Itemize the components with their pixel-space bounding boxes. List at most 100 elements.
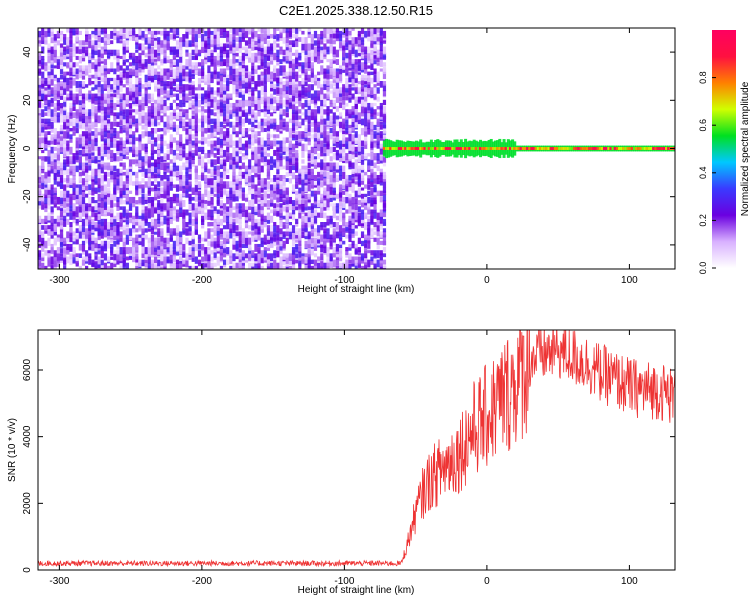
heatmap-cell <box>269 190 274 198</box>
heatmap-cell <box>166 106 170 111</box>
heatmap-cell <box>172 93 177 97</box>
heatmap-cell <box>244 77 249 83</box>
heatmap-cell <box>248 71 252 79</box>
heatmap-cell <box>260 40 264 45</box>
heatmap-cell <box>147 178 151 187</box>
heatmap-cell <box>207 231 211 239</box>
heatmap-cell <box>72 77 76 86</box>
heatmap-cell <box>219 187 224 191</box>
heatmap-cell <box>213 112 217 117</box>
heatmap-cell <box>307 49 311 58</box>
heatmap-cell <box>157 121 161 126</box>
heatmap-cell <box>244 81 249 89</box>
heatmap-cell <box>241 262 245 266</box>
heatmap-cell <box>78 81 82 88</box>
heatmap-cell <box>122 118 126 125</box>
heatmap-cell <box>157 156 161 165</box>
heatmap-cell <box>279 256 283 264</box>
heatmap-cell <box>301 159 305 164</box>
heatmap-cell <box>332 222 336 228</box>
heatmap-cell <box>276 55 280 62</box>
heatmap-cell <box>132 256 136 263</box>
heatmap-cell <box>153 222 158 230</box>
heatmap-cell <box>345 55 349 63</box>
heatmap-cell <box>75 259 79 265</box>
heatmap-cell <box>172 99 177 103</box>
heatmap-cell <box>304 49 308 55</box>
heatmap-cell <box>119 212 123 220</box>
heatmap-cell <box>260 137 264 145</box>
heatmap-cell <box>342 40 346 46</box>
heatmap-cell <box>229 121 233 128</box>
heatmap-cell <box>263 190 267 198</box>
heatmap-cell <box>201 149 205 155</box>
heatmap-cell <box>50 243 54 248</box>
heatmap-cell <box>116 225 120 233</box>
heatmap-cell <box>204 187 208 196</box>
heatmap-cell <box>254 253 258 262</box>
heatmap-cell <box>110 102 114 109</box>
heatmap-cell <box>335 222 340 230</box>
heatmap-cell <box>53 115 57 122</box>
heatmap-cell <box>153 190 158 198</box>
heatmap-cell <box>91 209 95 218</box>
heatmap-cell <box>338 209 343 214</box>
heatmap-cell <box>175 209 180 213</box>
heatmap-cell <box>94 99 98 105</box>
heatmap-cell <box>50 215 54 223</box>
heatmap-cell <box>75 256 79 262</box>
heatmap-cell <box>298 209 302 213</box>
heatmap-cell <box>210 52 214 58</box>
heatmap-cell <box>59 68 64 75</box>
heatmap-cell <box>97 93 101 100</box>
heatmap-cell <box>263 77 267 85</box>
heatmap-cell <box>295 87 299 94</box>
heatmap-cell <box>88 222 92 229</box>
heatmap-cell <box>317 140 321 145</box>
heatmap-cell <box>63 121 67 130</box>
heatmap-cell <box>94 187 98 192</box>
heatmap-cell <box>266 212 271 220</box>
heatmap-cell <box>238 253 242 260</box>
heatmap-cell <box>119 187 123 192</box>
heatmap-cell <box>135 84 139 88</box>
heatmap-cell <box>194 243 198 252</box>
heatmap-cell <box>229 68 233 76</box>
heatmap-cell <box>75 46 79 54</box>
heatmap-cell <box>125 146 129 153</box>
heatmap-cell <box>113 128 117 133</box>
heatmap-cell <box>219 190 224 197</box>
heatmap-cell <box>106 140 111 147</box>
heatmap-cell <box>342 137 346 144</box>
heatmap-cell <box>310 62 314 69</box>
heatmap-cell <box>138 218 142 226</box>
heatmap-cell <box>342 171 346 179</box>
heatmap-cell <box>285 200 289 205</box>
heatmap-cell <box>69 156 73 162</box>
heatmap-cell <box>288 59 293 64</box>
heatmap-cell <box>279 65 283 73</box>
heatmap-cell <box>191 250 195 258</box>
heatmap-cell <box>222 49 227 55</box>
heatmap-cell <box>329 243 333 250</box>
heatmap-cell <box>119 222 123 227</box>
heatmap-cell <box>238 77 242 86</box>
heatmap-cell <box>106 49 111 55</box>
heatmap-cell <box>219 265 224 269</box>
heatmap-cell <box>160 187 164 193</box>
heatmap-cell <box>238 262 242 269</box>
heatmap-cell <box>132 99 136 105</box>
heatmap-cell <box>191 156 195 160</box>
heatmap-cell <box>188 240 192 246</box>
heatmap-cell <box>323 84 327 91</box>
heatmap-cell <box>125 81 129 86</box>
heatmap-cell <box>213 228 217 235</box>
heatmap-cell <box>241 128 245 134</box>
heatmap-cell <box>295 90 299 98</box>
heatmap-cell <box>50 168 54 174</box>
heatmap-cell <box>81 74 86 80</box>
heatmap-cell <box>125 218 129 225</box>
heatmap-cell <box>282 206 286 212</box>
heatmap-cell <box>81 65 86 71</box>
heatmap-cell <box>276 149 280 157</box>
